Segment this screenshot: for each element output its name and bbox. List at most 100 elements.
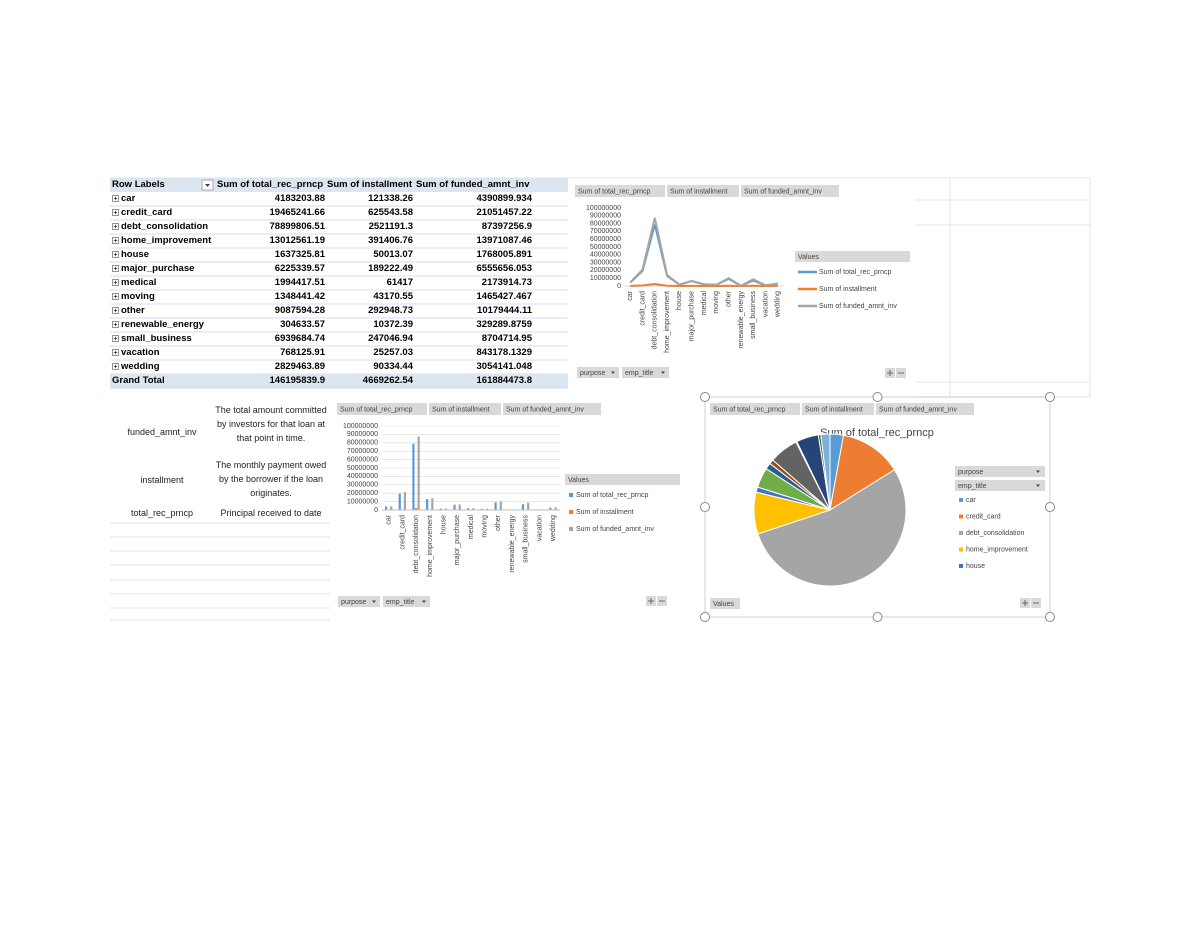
legend-swatch [959, 564, 963, 568]
bar [458, 504, 461, 510]
series-line [630, 282, 778, 288]
field-button[interactable] [802, 403, 874, 415]
field-button[interactable] [876, 403, 974, 415]
cell-value: 4390899.934 [476, 193, 532, 204]
cell-value: 4183203.88 [274, 193, 325, 204]
bar [485, 508, 489, 510]
values-button[interactable] [710, 598, 740, 609]
cell-value: 292948.73 [368, 305, 413, 316]
row-label: house [121, 249, 149, 260]
field-button[interactable] [667, 185, 739, 197]
x-tick-label: small_business [750, 291, 757, 339]
cell-value: 391406.76 [368, 235, 413, 246]
legend-swatch [959, 498, 963, 502]
filter-button[interactable] [577, 367, 619, 378]
definition-text: The total amount committed by investors … [215, 405, 327, 443]
field-button[interactable] [710, 403, 800, 415]
x-tick-label: small_business [523, 515, 530, 563]
bar [467, 508, 470, 510]
y-tick-label: 80000000 [347, 440, 378, 447]
field-button[interactable] [575, 185, 665, 197]
expand-icon-plus [113, 224, 118, 229]
selection-handle[interactable] [700, 612, 710, 622]
cell-value: 6225339.57 [274, 263, 325, 274]
y-tick-label: 70000000 [347, 448, 378, 455]
legend-label: house [966, 563, 985, 570]
selection-handle[interactable] [700, 392, 710, 402]
series-line [629, 217, 778, 287]
row-label: medical [121, 277, 157, 288]
cell-value: 1348441.42 [274, 291, 325, 302]
field-button[interactable] [337, 403, 427, 415]
cell-value: 6555656.053 [476, 263, 532, 274]
pie-slice [829, 434, 896, 512]
dropdown-arrow [1036, 484, 1040, 487]
field-button[interactable] [503, 403, 601, 415]
cell-value: 25257.03 [373, 347, 413, 358]
selection-handle[interactable] [1045, 612, 1055, 622]
y-tick-label: 20000000 [590, 267, 621, 274]
bar [453, 504, 456, 510]
expand-icon-plus [113, 238, 118, 243]
selection-handle[interactable] [700, 502, 710, 512]
legend-swatch [959, 547, 963, 552]
y-tick-label: 60000000 [590, 236, 621, 243]
field-button-label: Sum of installment [670, 188, 728, 195]
y-tick-label: 10000000 [590, 275, 621, 282]
cell-value: 19465241.66 [269, 207, 325, 218]
field-button-label: Sum of total_rec_prncp [578, 188, 650, 195]
bar [403, 492, 407, 510]
definition-text: Principal received to date [220, 508, 322, 518]
cell-value: 2521191.3 [368, 221, 413, 232]
bar [412, 443, 415, 510]
selection-handle[interactable] [1045, 502, 1055, 512]
legend-swatch [959, 531, 963, 535]
x-tick-label: credit_card [399, 515, 406, 550]
table-header-bg [110, 178, 568, 192]
filter-button[interactable] [622, 367, 669, 378]
legend-label: Sum of total_rec_prncp [819, 269, 891, 276]
dropdown-arrow [205, 184, 210, 187]
dropdown-arrow [422, 600, 426, 603]
expand-icon-plus [113, 252, 118, 257]
x-tick-label: home_improvement [427, 515, 434, 577]
cell-value: 13971087.46 [476, 235, 532, 246]
values-button-label: Values [713, 601, 734, 608]
cell-value: 78899806.51 [269, 221, 325, 232]
row-label: major_purchase [121, 263, 195, 274]
x-tick-label: car [627, 290, 634, 300]
cell-value: 189222.49 [368, 263, 413, 274]
x-tick-label: home_improvement [664, 291, 671, 353]
filter-button[interactable] [955, 466, 1045, 477]
definition-text: The monthly payment owed by the borrower… [215, 460, 327, 498]
field-button-label: Sum of total_rec_prncp [340, 406, 412, 413]
bar [431, 498, 434, 510]
filter-button[interactable] [955, 480, 1045, 491]
x-tick-label: major_purchase [689, 291, 696, 341]
field-button-label: Sum of funded_amnt_inv [506, 406, 584, 413]
cell-value: 768125.91 [280, 347, 325, 358]
selection-handle[interactable] [1045, 392, 1055, 402]
column-header: Row Labels [112, 179, 165, 190]
legend-label: Sum of total_rec_prncp [576, 492, 648, 499]
field-button[interactable] [741, 185, 839, 197]
legend-swatch [569, 510, 573, 514]
selection-handle[interactable] [872, 612, 883, 622]
x-tick-label: debt_consolidation [652, 291, 659, 349]
row-label: home_improvement [121, 235, 212, 246]
expand-icon-plus [113, 280, 118, 285]
x-tick-label: credit_card [639, 291, 646, 326]
bar [384, 506, 388, 510]
plus-icon [887, 370, 893, 376]
y-tick-label: 20000000 [347, 490, 378, 497]
bar [417, 436, 420, 510]
field-button[interactable] [429, 403, 501, 415]
filter-button[interactable] [383, 596, 430, 607]
x-tick-label: debt_consolidation [413, 515, 420, 573]
selection-handle[interactable] [872, 392, 883, 402]
cell-value: 843178.1329 [476, 347, 532, 358]
y-tick-label: 0 [617, 283, 621, 290]
cell-value: 329289.8759 [476, 319, 532, 330]
filter-button[interactable] [338, 596, 380, 607]
